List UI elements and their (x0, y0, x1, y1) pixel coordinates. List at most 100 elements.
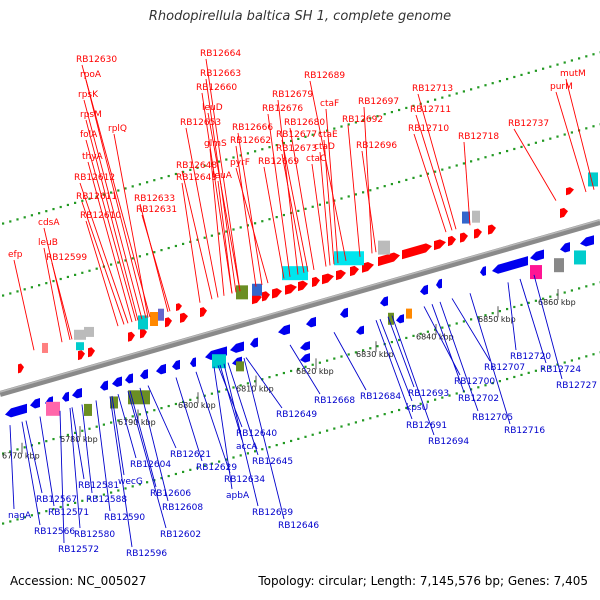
track-dot (434, 98, 437, 101)
track-dot (218, 232, 221, 235)
bottom-gene-label: RB12604 (130, 460, 171, 470)
bottom-gene-label: RB12629 (196, 463, 237, 473)
track-dot (146, 411, 149, 414)
bottom-label-leader (9, 425, 15, 510)
track-dot (23, 516, 26, 519)
gene-block (138, 315, 148, 330)
track-dot (254, 150, 257, 153)
gene-block (84, 326, 94, 337)
track-dot (110, 421, 113, 424)
top-label-leader (319, 151, 331, 266)
bottom-gene-label: RB12724 (540, 365, 581, 375)
track-dot (426, 100, 429, 103)
track-dot (520, 303, 523, 307)
track-dot (16, 290, 19, 293)
reverse-gene-arrow (300, 353, 310, 363)
track-dot (45, 510, 48, 513)
top-label-leader (83, 99, 143, 320)
bottom-label-leader (139, 387, 169, 502)
top-label-leader (415, 114, 453, 231)
bottom-label-leader (111, 395, 125, 476)
top-label-leader (209, 148, 225, 296)
top-label-leader (85, 139, 137, 322)
track-dot (470, 318, 473, 321)
bottom-label-leader (387, 316, 415, 388)
track-dot (275, 443, 278, 447)
bottom-gene-label: RB12639 (252, 508, 293, 518)
top-label-leader (207, 112, 241, 292)
reverse-gene-arrow (5, 403, 27, 418)
top-label-leader (85, 79, 147, 319)
track-dot (95, 195, 98, 198)
track-dot (196, 466, 199, 469)
gene-block (462, 211, 470, 224)
track-dot (81, 429, 84, 432)
kbp-tick-label: 6770 kbp (2, 451, 40, 460)
track-dot (246, 152, 249, 155)
top-gene-label: RB12679 (272, 90, 313, 100)
top-label-leaders (13, 58, 595, 351)
track-dot (239, 454, 242, 457)
reverse-gene-arrow (580, 235, 594, 247)
bottom-gene-label: RB12571 (48, 508, 89, 518)
bottom-gene-label: accA (236, 442, 258, 452)
track-dot (405, 106, 408, 110)
map-title: Rhodopirellula baltica SH 1, complete ge… (148, 9, 452, 24)
forward-gene-arrow (285, 284, 297, 295)
track-dot (326, 359, 329, 362)
track-dot (398, 408, 401, 412)
bottom-label-leader (127, 391, 167, 529)
track-dot (484, 84, 487, 87)
track-dot (189, 398, 192, 401)
gene-block (378, 240, 390, 255)
top-label-leader (463, 141, 471, 226)
track-dot (347, 423, 350, 426)
kbp-tick-label: 6780 kbp (60, 435, 98, 444)
track-dot (66, 203, 69, 207)
top-label-leader (363, 106, 373, 254)
track-dot (182, 170, 185, 174)
track-dot (23, 446, 26, 449)
track-dot (102, 193, 105, 196)
bottom-label-leader (243, 357, 285, 520)
bottom-label-leader (213, 366, 233, 490)
track-dot (16, 218, 19, 221)
track-dot (434, 170, 437, 173)
track-dot (218, 160, 221, 163)
track-dot (124, 487, 127, 490)
reverse-gene-arrow (356, 325, 364, 335)
track-dot (455, 392, 458, 395)
track-dot (290, 369, 293, 373)
top-label-leader (413, 133, 447, 233)
reverse-gene-arrow (306, 316, 316, 328)
bottom-label-leader (71, 407, 85, 480)
track-dot (448, 166, 451, 169)
forward-gene-arrow (322, 273, 334, 285)
track-dot (282, 213, 285, 217)
track-dot (340, 125, 343, 128)
top-label-leader (201, 92, 233, 294)
track-dot (585, 55, 588, 58)
track-dot (455, 164, 458, 167)
top-gene-label: RB12697 (358, 97, 399, 107)
track-dot (110, 263, 113, 266)
track-dot (268, 218, 271, 221)
track-dot (146, 253, 149, 256)
track-dot (261, 148, 264, 151)
forward-gene-arrow (298, 280, 308, 292)
track-dot (2, 522, 5, 525)
top-label-leader (81, 64, 151, 318)
bottom-gene-label: RB12608 (162, 503, 203, 513)
track-dot (38, 284, 41, 287)
reverse-gene-arrow (420, 284, 428, 295)
top-label-leader (85, 220, 119, 327)
track-dot (513, 305, 516, 309)
bottom-gene-label: nagA (8, 511, 32, 521)
bottom-gene-label: RB12649 (276, 410, 317, 420)
track-dot (203, 394, 206, 397)
track-dot (354, 421, 357, 424)
track-dot (254, 222, 257, 225)
track-dot (570, 59, 573, 62)
track-dot (138, 413, 141, 416)
